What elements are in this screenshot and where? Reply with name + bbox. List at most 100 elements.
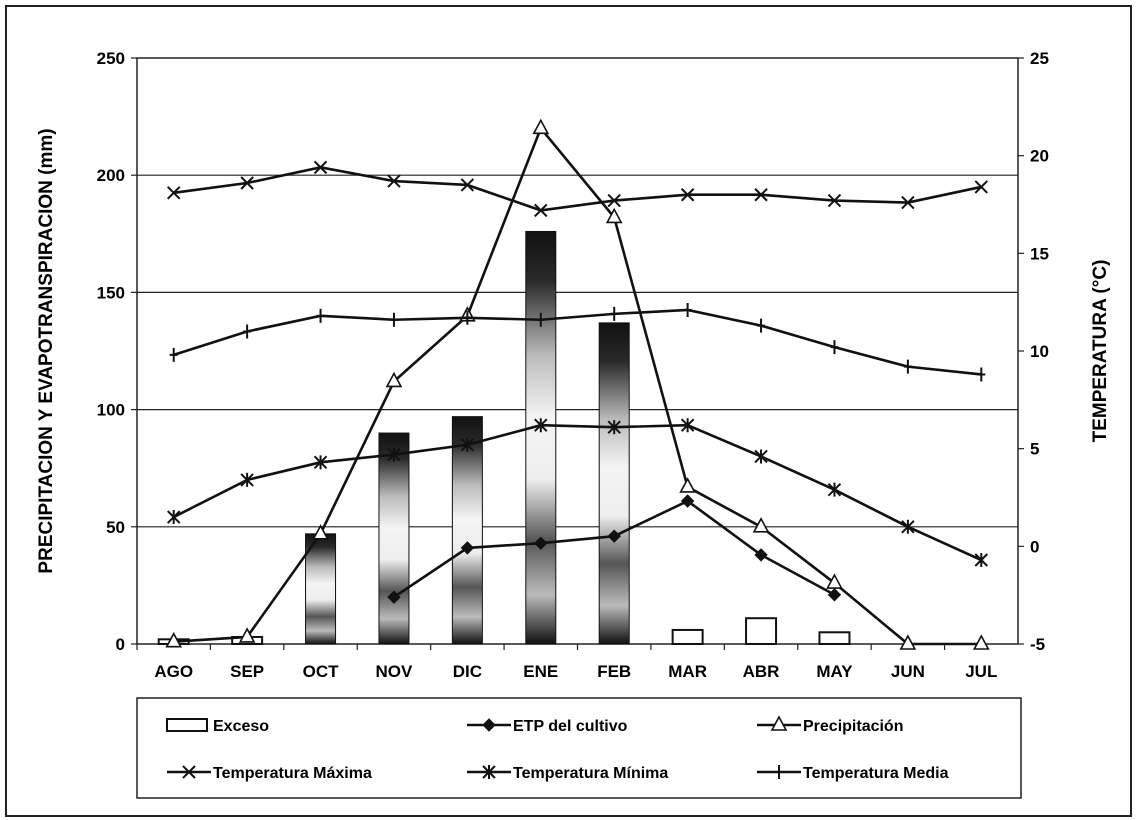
series-lines: [165, 118, 990, 650]
point-temperatura-media: [169, 347, 178, 362]
right-tick-label: 25: [1030, 49, 1049, 68]
legend-label: Temperatura Media: [803, 765, 949, 782]
x-tick-label: JUN: [891, 662, 925, 681]
line-temperatura-maxima: [173, 166, 982, 212]
series-etp-del-cultivo: [387, 494, 842, 604]
point-precipitacion: [238, 627, 256, 643]
series-precipitacion: [165, 118, 990, 650]
x-tick-label: SEP: [230, 662, 264, 681]
legend-item-exceso: Exceso: [166, 718, 269, 735]
point-temperatura-minima: [240, 472, 254, 487]
point-temperatura-media: [830, 340, 839, 355]
point-precipitacion: [826, 573, 843, 589]
point-temperatura-media: [683, 302, 692, 317]
x-tick-label: FEB: [597, 662, 631, 681]
right-tick-label: -5: [1030, 635, 1045, 654]
point-temperatura-media: [389, 312, 398, 327]
point-precipitacion: [532, 118, 550, 135]
point-temperatura-minima: [827, 482, 842, 497]
point-temperatura-maxima: [827, 193, 842, 208]
point-temperatura-minima: [167, 510, 181, 525]
point-temperatura-maxima: [607, 193, 621, 208]
x-axis-ticks: AGO SEP OCT NOV DIC ENE FEB MAR ABR MAY JUN JUL: [136, 644, 997, 681]
point-etp-del-cultivo: [607, 529, 621, 543]
x-tick-label: AGO: [154, 662, 193, 681]
left-tick-label: 200: [97, 166, 125, 185]
bar-exceso-ene: [525, 230, 557, 645]
bar-exceso-oct: [305, 533, 337, 645]
point-temperatura-media: [243, 324, 252, 339]
point-precipitacion: [312, 524, 329, 540]
point-temperatura-media: [903, 359, 912, 374]
point-temperatura-minima: [754, 449, 768, 464]
legend-marker: [775, 765, 783, 779]
right-tick-label: 15: [1030, 244, 1049, 263]
bar-exceso-mar: [671, 628, 704, 645]
x-tick-label: JUL: [965, 662, 997, 681]
point-temperatura-maxima: [387, 174, 401, 188]
left-tick-label: 250: [97, 49, 125, 68]
legend-item-temperatura-minima: Temperatura Mínima: [467, 765, 668, 782]
right-axis-title: TEMPERATURA (°C): [1090, 260, 1111, 443]
point-temperatura-minima: [313, 455, 328, 470]
point-precipitacion: [752, 517, 770, 533]
point-temperatura-maxima: [680, 188, 695, 202]
point-temperatura-minima: [901, 519, 915, 534]
point-temperatura-media: [977, 367, 986, 382]
right-tick-label: 5: [1030, 440, 1039, 459]
point-temperatura-minima: [534, 418, 548, 433]
legend-swatch: [166, 718, 208, 732]
legend-label: Temperatura Mínima: [513, 765, 668, 782]
x-tick-label: MAR: [668, 662, 707, 681]
legend-item-temperatura-maxima: Temperatura Máxima: [167, 765, 372, 782]
legend: Exceso ETP del cultivo Precipitación Temper…: [136, 697, 1022, 799]
x-tick-label: NOV: [376, 662, 414, 681]
x-tick-label: DIC: [453, 662, 482, 681]
line-temperatura-minima: [173, 423, 982, 562]
left-tick-label: 50: [106, 518, 125, 537]
point-temperatura-maxima: [313, 160, 328, 175]
point-precipitacion: [385, 371, 403, 388]
point-temperatura-maxima: [901, 195, 915, 210]
point-temperatura-minima: [607, 420, 621, 435]
point-etp-del-cultivo: [680, 494, 695, 508]
x-tick-label: ABR: [743, 662, 780, 681]
plot-area: [136, 57, 1019, 645]
point-temperatura-minima: [974, 553, 988, 568]
point-temperatura-minima: [460, 437, 475, 452]
series-temperatura-media: [169, 302, 986, 382]
point-precipitacion: [899, 634, 917, 650]
left-axis-title: PRECIPITACION Y EVAPOTRANSPIRACION (mm): [36, 128, 57, 573]
left-tick-label: 150: [97, 283, 125, 302]
point-precipitacion: [605, 207, 623, 224]
point-temperatura-media: [610, 306, 619, 321]
legend-marker: [482, 765, 496, 779]
legend-item-etp-del-cultivo: ETP del cultivo: [467, 718, 628, 735]
bar-exceso-nov: [378, 432, 410, 645]
exceso-bars: [157, 230, 851, 646]
series-temperatura-minima: [167, 418, 988, 568]
legend-label: ETP del cultivo: [513, 718, 628, 735]
point-temperatura-maxima: [167, 186, 181, 200]
point-precipitacion: [679, 477, 696, 493]
legend-marker: [182, 765, 196, 779]
gridlines: [137, 174, 1018, 528]
legend-item-temperatura-media: Temperatura Media: [757, 765, 949, 782]
left-tick-label: 100: [97, 401, 125, 420]
point-precipitacion: [972, 634, 990, 650]
chart-frame: [5, 5, 1132, 817]
line-precipitacion: [173, 125, 982, 646]
point-etp-del-cultivo: [534, 536, 548, 550]
bar-exceso-may: [818, 631, 851, 646]
right-tick-label: 10: [1030, 342, 1049, 361]
point-temperatura-media: [316, 308, 325, 323]
point-etp-del-cultivo: [754, 548, 768, 562]
series-temperatura-maxima: [167, 160, 988, 218]
point-temperatura-maxima: [754, 188, 768, 202]
legend-item-precipitacion: Precipitación: [757, 715, 903, 735]
legend-label: Exceso: [213, 718, 269, 735]
point-temperatura-minima: [680, 418, 695, 433]
right-tick-label: 20: [1030, 147, 1049, 166]
left-tick-label: 0: [116, 635, 125, 654]
